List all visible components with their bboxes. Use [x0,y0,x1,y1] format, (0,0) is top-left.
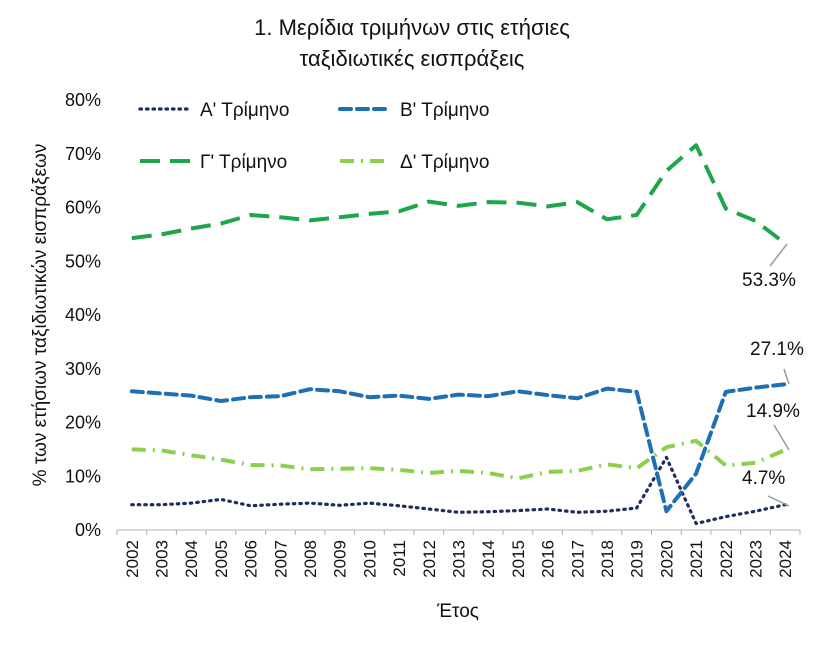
leader-line-q1 [767,495,790,507]
series-line-q1 [130,455,787,526]
series-line-q2 [129,382,788,514]
end-label-q4: 14.9% [746,401,800,422]
x-tick-label: 2007 [271,540,290,578]
end-label-q3: 53.3% [742,270,796,291]
x-tick-label: 2016 [539,540,558,578]
y-tick-label: 80% [65,90,101,110]
y-tick-label: 30% [65,359,101,379]
x-axis: 2002 2003 2004 2005 2006 2007 2008 2009 2010 2011… [116,529,801,578]
x-tick-label: 2018 [598,540,617,578]
y-tick-label: 20% [65,413,101,433]
x-axis-label: Έτος [436,601,479,622]
x-tick-label: 2024 [776,540,795,578]
chart-title-line-1: 1. Μερίδια τριμήνων στις ετήσιες [254,15,570,40]
x-tick-label: 2002 [123,540,142,578]
end-labels: 4.7% 27.1% 53.3% 14.9% [742,243,804,507]
x-tick-label: 2022 [717,540,736,578]
series-line-q3 [131,143,787,246]
chart-title-line-2: ταξιδιωτικές εισπράξεις [300,46,525,71]
leader-line-q3 [769,243,788,267]
end-label-q1: 4.7% [742,468,785,489]
legend-label-q4: Δ' Τρίμηνο [400,152,489,173]
y-tick-label: 60% [65,198,101,218]
y-tick-label: 0% [75,520,101,540]
chart-title: 1. Μερίδια τριμήνων στις ετήσιες ταξιδιω… [254,15,570,71]
y-axis: 0% 10% 20% 30% 40% 50% 60% 70% 80% [65,90,101,540]
legend-label-q1: Α' Τρίμηνο [200,100,289,121]
series-line-q4 [131,438,786,481]
end-label-q2: 27.1% [750,339,804,360]
x-tick-label: 2013 [450,540,469,578]
x-tick-label: 2006 [242,540,261,578]
leader-line-q2 [783,368,790,385]
x-tick-label: 2015 [509,540,528,578]
x-tick-label: 2009 [331,540,350,578]
x-tick-label: 2012 [420,540,439,578]
x-tick-label: 2004 [182,540,201,578]
y-tick-label: 10% [65,466,101,486]
x-tick-label: 2021 [687,540,706,578]
x-tick-label: 2019 [628,540,647,578]
x-tick-label: 2017 [568,540,587,578]
x-tick-label: 2023 [746,540,765,578]
x-tick-label: 2005 [212,540,231,578]
x-tick-label: 2003 [153,540,172,578]
y-tick-label: 40% [65,305,101,325]
x-tick-label: 2008 [301,540,320,578]
legend-label-q3: Γ' Τρίμηνο [200,152,287,173]
y-axis-label: % των ετήσιων ταξιδιωτικών εισπράξεων [30,144,51,487]
y-tick-label: 70% [65,144,101,164]
x-tick-label: 2020 [657,540,676,578]
leader-line-q4 [773,424,790,451]
legend: Α' Τρίμηνο Β' Τρίμηνο Γ' Τρίμηνο Δ' Τρίμηνο [138,100,489,173]
y-tick-label: 50% [65,251,101,271]
x-tick-label: 2011 [390,540,409,577]
legend-label-q2: Β' Τρίμηνο [400,100,489,121]
x-tick-label: 2014 [479,540,498,578]
x-tick-label: 2010 [360,540,379,578]
series-layer [129,143,788,526]
